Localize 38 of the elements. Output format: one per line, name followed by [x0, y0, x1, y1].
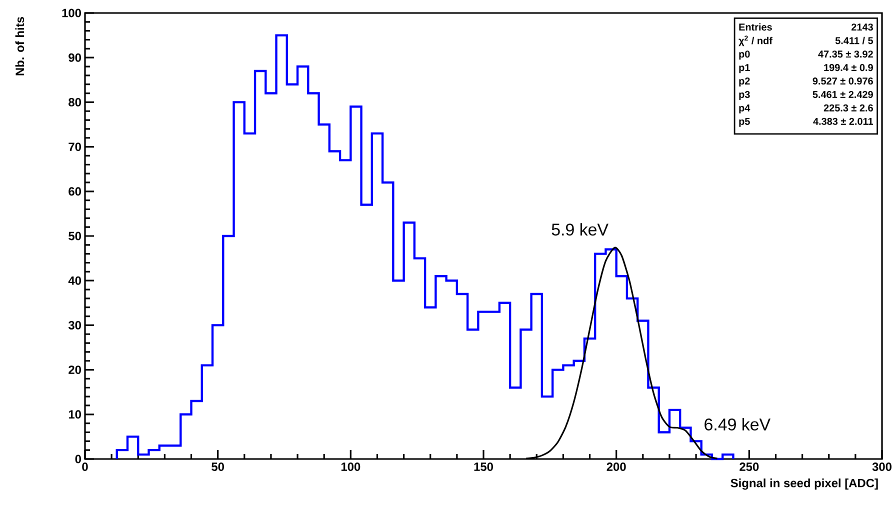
annotation: 2143 [852, 24, 873, 31]
x-tick-label: 0 [82, 462, 88, 471]
x-tick-label: 250 [740, 462, 759, 471]
annotation: 5.461 ± 2.429 [812, 90, 873, 98]
annotation: p1 [739, 64, 750, 74]
y-tick-label: 80 [68, 98, 81, 106]
y-tick-label: 70 [68, 142, 81, 152]
annotation: 225.3 ± 2.6 [824, 104, 873, 112]
y-tick-label: 90 [68, 53, 81, 62]
y-tick-label: 50 [68, 232, 81, 240]
annotation: 5.9 keV [552, 223, 608, 236]
x-tick-label: 200 [606, 462, 626, 471]
x-tick-label: 100 [341, 462, 360, 471]
annotation: p3 [739, 90, 750, 100]
annotation: p5 [739, 118, 750, 127]
y-tick-label: 40 [68, 276, 81, 285]
annotation: p2 [739, 78, 750, 87]
annotation: p4 [739, 104, 750, 114]
annotation: 47.35 ± 3.92 [818, 50, 873, 58]
x-tick-label: 300 [872, 462, 892, 472]
y-tick-label: 10 [68, 410, 81, 419]
y-axis-title: Nb. of hits [15, 17, 24, 76]
y-tick-label: 0 [75, 454, 81, 464]
annotation: 5.411 / 5 [835, 36, 874, 44]
x-tick-label: 150 [474, 462, 493, 471]
annotation: 199.4 ± 0.9 [824, 64, 873, 72]
annotation: Entries [739, 23, 772, 31]
annotation: 6.49 keV [704, 418, 771, 430]
x-tick-label: 50 [212, 462, 224, 471]
annotation: 4.383 ± 2.011 [813, 118, 874, 125]
y-tick-label: 100 [62, 8, 81, 18]
x-axis-title: Signal in seed pixel [ADC] [730, 478, 878, 490]
y-tick-label: 30 [68, 320, 81, 330]
annotation: χ$^{2}$ / ndf [738, 36, 772, 46]
annotation: p0 [739, 50, 750, 60]
y-tick-label: 20 [68, 366, 81, 374]
y-tick-label: 60 [68, 187, 81, 196]
annotation: 9.527 ± 0.976 [812, 78, 873, 85]
